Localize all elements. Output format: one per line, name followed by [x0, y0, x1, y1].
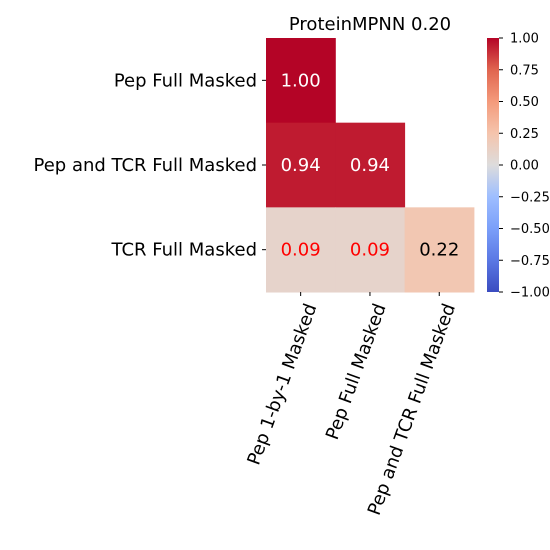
colorbar-gradient	[487, 38, 499, 292]
heatmap-cells: 1.00 0.94 0.94 0.09 0.09 0.22	[266, 38, 475, 293]
cell-value-label: 0.09	[281, 240, 321, 261]
colorbar-tick-label: −0.75	[510, 254, 550, 269]
cell-value-label: 0.09	[350, 240, 390, 261]
row-label: Pep and TCR Full Masked	[34, 155, 257, 176]
heatmap-cell	[266, 207, 336, 293]
heatmap-cell	[266, 122, 336, 208]
colorbar-tick-label: −0.50	[510, 222, 550, 237]
colorbar-tick-label: 0.00	[510, 159, 539, 174]
row-labels: Pep Full Masked Pep and TCR Full Masked TC…	[34, 70, 266, 261]
column-label: Pep 1-by-1 Masked	[243, 301, 321, 468]
cell-value-label: 1.00	[281, 70, 321, 91]
row-label: TCR Full Masked	[111, 240, 257, 261]
column-label: Pep Full Masked	[322, 301, 391, 443]
cell-value-label: 0.22	[419, 240, 459, 261]
heatmap-cell	[266, 38, 336, 124]
cell-value-label: 0.94	[281, 155, 321, 176]
chart-title: ProteinMPNN 0.20	[289, 14, 451, 35]
colorbar-tick-label: −1.00	[510, 286, 550, 301]
heatmap-cell	[335, 122, 406, 208]
cell-value-label: 0.94	[350, 155, 390, 176]
colorbar-tick-label: 0.75	[510, 63, 539, 78]
colorbar-tick-label: 0.25	[510, 127, 539, 142]
colorbar: 1.00 0.75 0.50 0.25 0.00 −0.25 −0.50 −0.75 −1.00	[487, 32, 550, 301]
heatmap-cell	[404, 207, 475, 293]
row-label: Pep Full Masked	[114, 70, 257, 91]
colorbar-tick-label: −0.25	[510, 190, 550, 205]
heatmap-cell	[335, 207, 406, 293]
colorbar-tick-label: 0.50	[510, 95, 539, 110]
colorbar-ticks: 1.00 0.75 0.50 0.25 0.00 −0.25 −0.50 −0.75 −1.00	[499, 32, 550, 301]
colorbar-tick-label: 1.00	[510, 32, 539, 47]
